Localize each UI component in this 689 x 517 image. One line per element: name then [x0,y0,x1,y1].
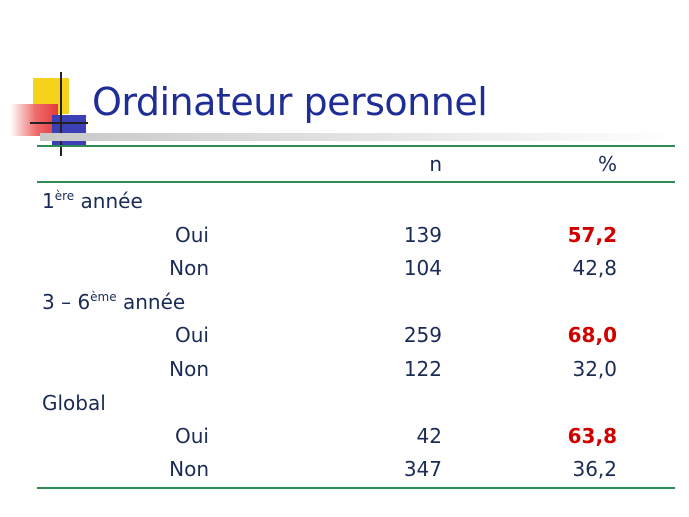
group-label-number: 3 – 6 [42,290,91,314]
row-n: 259 [403,323,442,347]
slide-title: Ordinateur personnel [92,80,488,124]
group-label-row: 1ère année [37,184,677,218]
group-label-row: Global [37,386,677,420]
row-label: Non [169,256,209,280]
title-underline [40,133,680,141]
table-top-rule [37,145,675,147]
row-n: 42 [416,424,442,448]
row-n: 347 [403,457,442,481]
row-percent-highlight: 57,2 [567,223,617,247]
group-label: 3 – 6ème année [42,285,185,319]
row-percent-highlight: 63,8 [567,424,617,448]
slide-logo-icon [0,70,100,160]
table-header-row: n % [37,147,677,181]
group-label-rest: année [116,290,186,314]
logo-horizontal-line [30,122,88,124]
header-n: n [429,152,442,176]
row-label: Non [169,357,209,381]
row-label: Oui [175,223,209,247]
row-label: Non [169,457,209,481]
row-n: 104 [403,256,442,280]
table-bottom-rule [37,487,675,489]
table-row: Oui 42 63,8 [37,419,677,453]
group-label-rest: année [74,189,143,213]
row-n: 122 [403,357,442,381]
group-label-superscript: ère [54,189,75,203]
row-percent: 36,2 [572,457,617,481]
row-percent: 42,8 [572,256,617,280]
table-row: Non 347 36,2 [37,452,677,486]
group-label-number: 1 [42,189,55,213]
table-row: Oui 139 57,2 [37,218,677,252]
row-label: Oui [175,323,209,347]
group-label-number: Global [42,391,106,415]
group-label: 1ère année [42,184,143,218]
group-label-superscript: ème [90,290,117,304]
logo-red-square [10,104,58,136]
logo-vertical-line [60,72,62,156]
row-n: 139 [403,223,442,247]
group-label: Global [42,386,106,420]
table-row: Oui 259 68,0 [37,318,677,352]
group-label-row: 3 – 6ème année [37,285,677,319]
table-header-rule [37,181,675,183]
table-row: Non 122 32,0 [37,352,677,386]
table-row: Non 104 42,8 [37,251,677,285]
header-percent: % [597,152,617,176]
row-percent: 32,0 [572,357,617,381]
row-label: Oui [175,424,209,448]
row-percent-highlight: 68,0 [567,323,617,347]
